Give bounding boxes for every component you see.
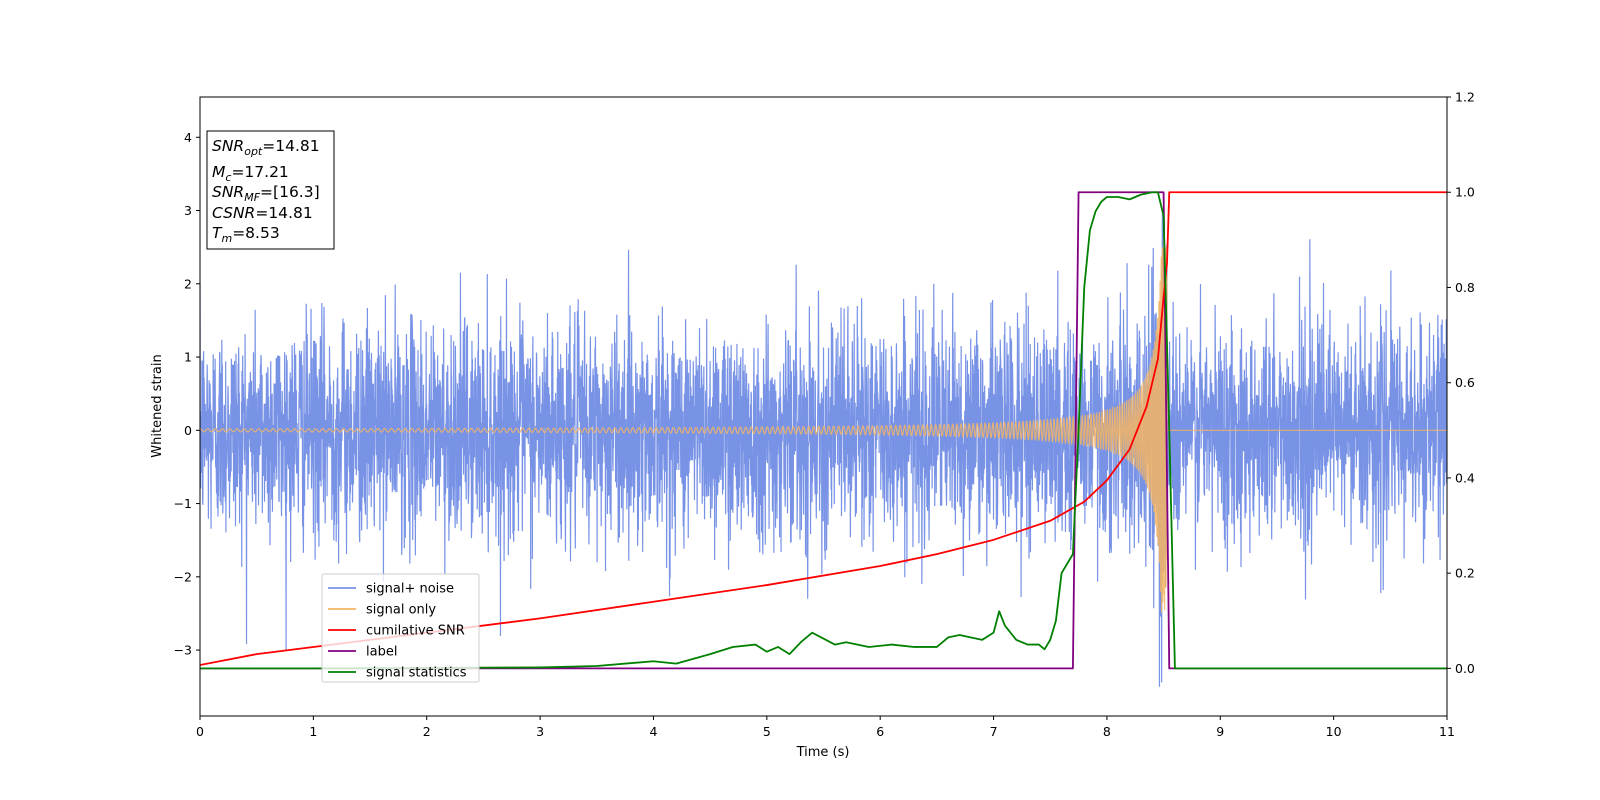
x-tick-label: 11 [1439,724,1455,739]
info-line: SNRopt=14.81 [212,137,320,158]
y-left-tick-label: −1 [174,496,192,511]
y-left-tick-label: −2 [174,569,192,584]
legend-entry: signal statistics [366,666,467,681]
y-left-tick-label: 4 [184,130,192,145]
y-left-tick-label: −3 [174,643,192,658]
y-left-tick-label: 0 [184,423,192,438]
plot-frame [199,96,1448,717]
info-box: SNRopt=14.81Mc=17.21SNRMF=[16.3]CSNR=14.… [206,130,335,250]
y-left-tick-label: 1 [184,350,192,365]
info-subscript: MF [244,191,260,204]
info-line: CSNR=14.81 [212,204,313,222]
y-axis-right: 0.0 0.2 0.4 0.6 0.8 1.0 1.2 [1447,90,1475,676]
info-value: =14.81 [255,204,312,222]
series-signal-statistics [200,191,1447,670]
legend-frame [321,573,480,683]
info-symbol: T [212,224,223,242]
info-box-frame [206,130,335,250]
y-right-tick-label: 1.0 [1455,185,1475,200]
series-signal-noise [200,214,1447,687]
info-subscript: m [221,232,232,245]
legend-entry: label [366,645,397,660]
x-tick-label: 1 [309,724,317,739]
y-axis-label: Whitened strain [150,354,165,457]
y-right-tick-label: 0.6 [1455,375,1475,390]
series-signal-only [200,247,1447,613]
legend-entry: signal only [366,603,436,618]
y-right-tick-label: 0.2 [1455,566,1475,581]
x-axis-label: Time (s) [796,745,850,760]
x-axis: 0 1 2 3 4 5 6 7 8 9 10 11 [196,716,1455,739]
info-subscript: opt [244,145,263,158]
x-tick-label: 4 [649,724,657,739]
legend-entry: cumilative SNR [366,624,465,639]
y-left-tick-label: 2 [184,276,192,291]
info-value: =8.53 [232,224,280,242]
info-symbol: SNR [212,183,244,201]
y-right-tick-label: 0.0 [1455,661,1475,676]
y-left-tick-label: 3 [184,203,192,218]
info-symbol: CSNR [212,204,255,222]
info-line: Mc=17.21 [212,163,289,184]
info-line: Tm=8.53 [212,224,280,245]
info-value: =17.21 [231,163,288,181]
x-tick-label: 0 [196,724,204,739]
x-tick-label: 2 [423,724,431,739]
y-right-tick-label: 0.4 [1455,470,1475,485]
y-right-tick-label: 1.2 [1455,90,1475,105]
legend-entry: signal+ noise [366,582,454,597]
legend: signal+ noise signal only cumilative SNR la… [321,573,480,683]
x-tick-label: 6 [876,724,884,739]
y-right-tick-label: 0.8 [1455,280,1475,295]
x-tick-label: 3 [536,724,544,739]
x-tick-label: 9 [1216,724,1224,739]
y-axis-left: −3 −2 −1 0 1 2 3 4 [174,130,200,658]
x-tick-label: 8 [1103,724,1111,739]
x-tick-label: 10 [1326,724,1342,739]
info-value: =14.81 [262,137,319,155]
info-symbol: M [212,163,225,181]
info-subscript: c [225,171,231,184]
info-value: =[16.3] [260,183,320,201]
x-tick-label: 7 [990,724,998,739]
info-line: SNRMF=[16.3] [212,183,320,204]
info-symbol: SNR [212,137,244,155]
x-tick-label: 5 [763,724,771,739]
